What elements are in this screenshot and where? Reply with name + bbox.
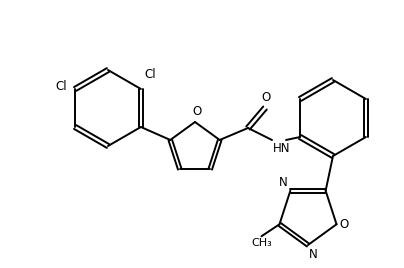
Text: O: O	[261, 91, 271, 104]
Text: Cl: Cl	[144, 68, 156, 81]
Text: HN: HN	[273, 142, 290, 155]
Text: N: N	[279, 176, 287, 189]
Text: CH₃: CH₃	[251, 238, 272, 248]
Text: N: N	[309, 248, 318, 261]
Text: O: O	[192, 105, 202, 118]
Text: Cl: Cl	[55, 80, 67, 94]
Text: O: O	[339, 218, 349, 231]
